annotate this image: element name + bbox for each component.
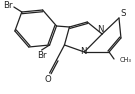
Text: Br: Br	[3, 2, 13, 11]
Text: N: N	[97, 25, 103, 33]
Text: O: O	[44, 75, 51, 83]
Text: N: N	[80, 47, 87, 56]
Text: CH₃: CH₃	[120, 57, 132, 63]
Text: Br: Br	[37, 50, 46, 60]
Text: S: S	[120, 8, 126, 17]
